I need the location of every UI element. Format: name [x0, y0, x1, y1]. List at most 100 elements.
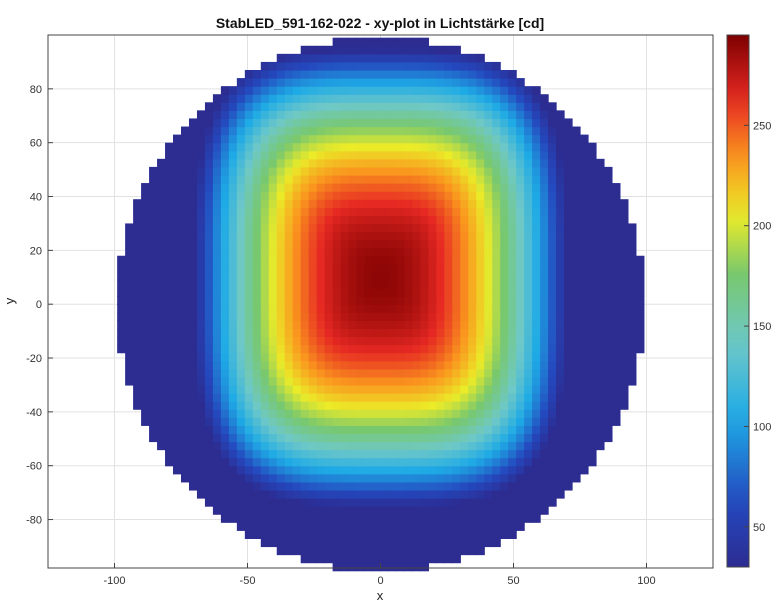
intensity-cell — [380, 352, 390, 362]
intensity-cell — [316, 425, 326, 435]
intensity-cell — [260, 489, 270, 499]
intensity-cell — [476, 239, 485, 249]
intensity-cell — [252, 393, 262, 402]
intensity-cell — [428, 554, 437, 564]
intensity-cell — [212, 150, 222, 160]
intensity-cell — [508, 207, 517, 216]
intensity-cell — [276, 457, 286, 467]
intensity-cell — [196, 263, 206, 273]
intensity-cell — [412, 562, 421, 572]
intensity-cell — [380, 126, 390, 136]
intensity-cell — [412, 199, 421, 208]
intensity-cell — [428, 425, 437, 435]
intensity-cell — [348, 320, 358, 330]
intensity-cell — [364, 409, 374, 418]
intensity-cell — [228, 296, 238, 305]
intensity-cell — [508, 78, 517, 87]
intensity-cell — [260, 271, 270, 281]
intensity-cell — [500, 344, 509, 354]
intensity-cell — [348, 231, 358, 241]
intensity-cell — [252, 288, 262, 297]
intensity-cell — [149, 384, 158, 394]
intensity-cell — [244, 312, 254, 321]
intensity-cell — [468, 78, 477, 87]
intensity-cell — [141, 191, 150, 200]
intensity-cell — [388, 320, 398, 330]
intensity-cell — [149, 271, 158, 281]
intensity-cell — [412, 441, 421, 451]
intensity-cell — [340, 69, 350, 79]
intensity-cell — [308, 231, 318, 241]
intensity-cell — [260, 514, 270, 523]
intensity-cell — [236, 425, 246, 435]
x-tick-label: 0 — [377, 575, 383, 587]
intensity-cell — [292, 118, 302, 128]
intensity-cell — [436, 199, 445, 208]
intensity-cell — [292, 465, 302, 475]
intensity-cell — [460, 279, 469, 289]
intensity-cell — [524, 142, 533, 152]
intensity-cell — [452, 134, 461, 144]
intensity-cell — [348, 199, 358, 208]
intensity-cell — [332, 174, 342, 184]
intensity-cell — [196, 320, 206, 330]
intensity-cell — [380, 417, 390, 426]
intensity-cell — [540, 223, 549, 233]
intensity-cell — [276, 344, 286, 354]
intensity-cell — [364, 215, 374, 225]
intensity-cell — [316, 530, 326, 539]
intensity-cell — [452, 360, 461, 370]
intensity-cell — [476, 417, 485, 426]
intensity-cell — [173, 239, 182, 249]
intensity-cell — [252, 360, 262, 370]
intensity-cell — [228, 183, 238, 192]
intensity-cell — [316, 409, 326, 418]
intensity-cell — [173, 304, 182, 313]
intensity-cell — [428, 279, 437, 289]
intensity-cell — [141, 312, 150, 321]
intensity-cell — [300, 118, 310, 128]
intensity-cell — [548, 207, 557, 216]
intensity-cell — [404, 166, 414, 176]
intensity-cell — [452, 199, 461, 208]
intensity-cell — [500, 86, 509, 95]
colorbar-tick-label: 50 — [753, 522, 765, 534]
intensity-cell — [372, 166, 382, 176]
intensity-cell — [468, 174, 477, 184]
intensity-cell — [436, 344, 445, 354]
intensity-cell — [492, 312, 501, 321]
intensity-cell — [173, 150, 182, 160]
intensity-cell — [611, 296, 621, 305]
intensity-cell — [452, 150, 461, 160]
intensity-cell — [572, 328, 581, 338]
intensity-cell — [316, 279, 326, 289]
intensity-cell — [516, 457, 525, 467]
intensity-cell — [476, 498, 485, 507]
intensity-cell — [196, 360, 206, 370]
intensity-cell — [292, 449, 302, 459]
intensity-cell — [444, 352, 453, 362]
intensity-cell — [603, 409, 613, 418]
intensity-cell — [308, 61, 318, 71]
intensity-cell — [396, 158, 406, 168]
intensity-cell — [412, 473, 421, 483]
intensity-cell — [308, 247, 318, 257]
intensity-cell — [572, 255, 581, 265]
intensity-cell — [332, 514, 342, 523]
intensity-cell — [372, 344, 382, 354]
intensity-cell — [404, 279, 414, 289]
intensity-cell — [364, 279, 374, 289]
intensity-cell — [324, 538, 334, 548]
intensity-cell — [572, 199, 581, 208]
intensity-cell — [196, 110, 206, 120]
intensity-cell — [165, 207, 174, 216]
intensity-cell — [332, 530, 342, 539]
intensity-cell — [364, 45, 374, 55]
intensity-cell — [165, 376, 174, 386]
intensity-cell — [572, 296, 581, 305]
intensity-cell — [388, 45, 398, 55]
intensity-cell — [300, 506, 310, 515]
intensity-cell — [316, 489, 326, 499]
intensity-cell — [532, 352, 541, 362]
intensity-cell — [396, 288, 406, 297]
